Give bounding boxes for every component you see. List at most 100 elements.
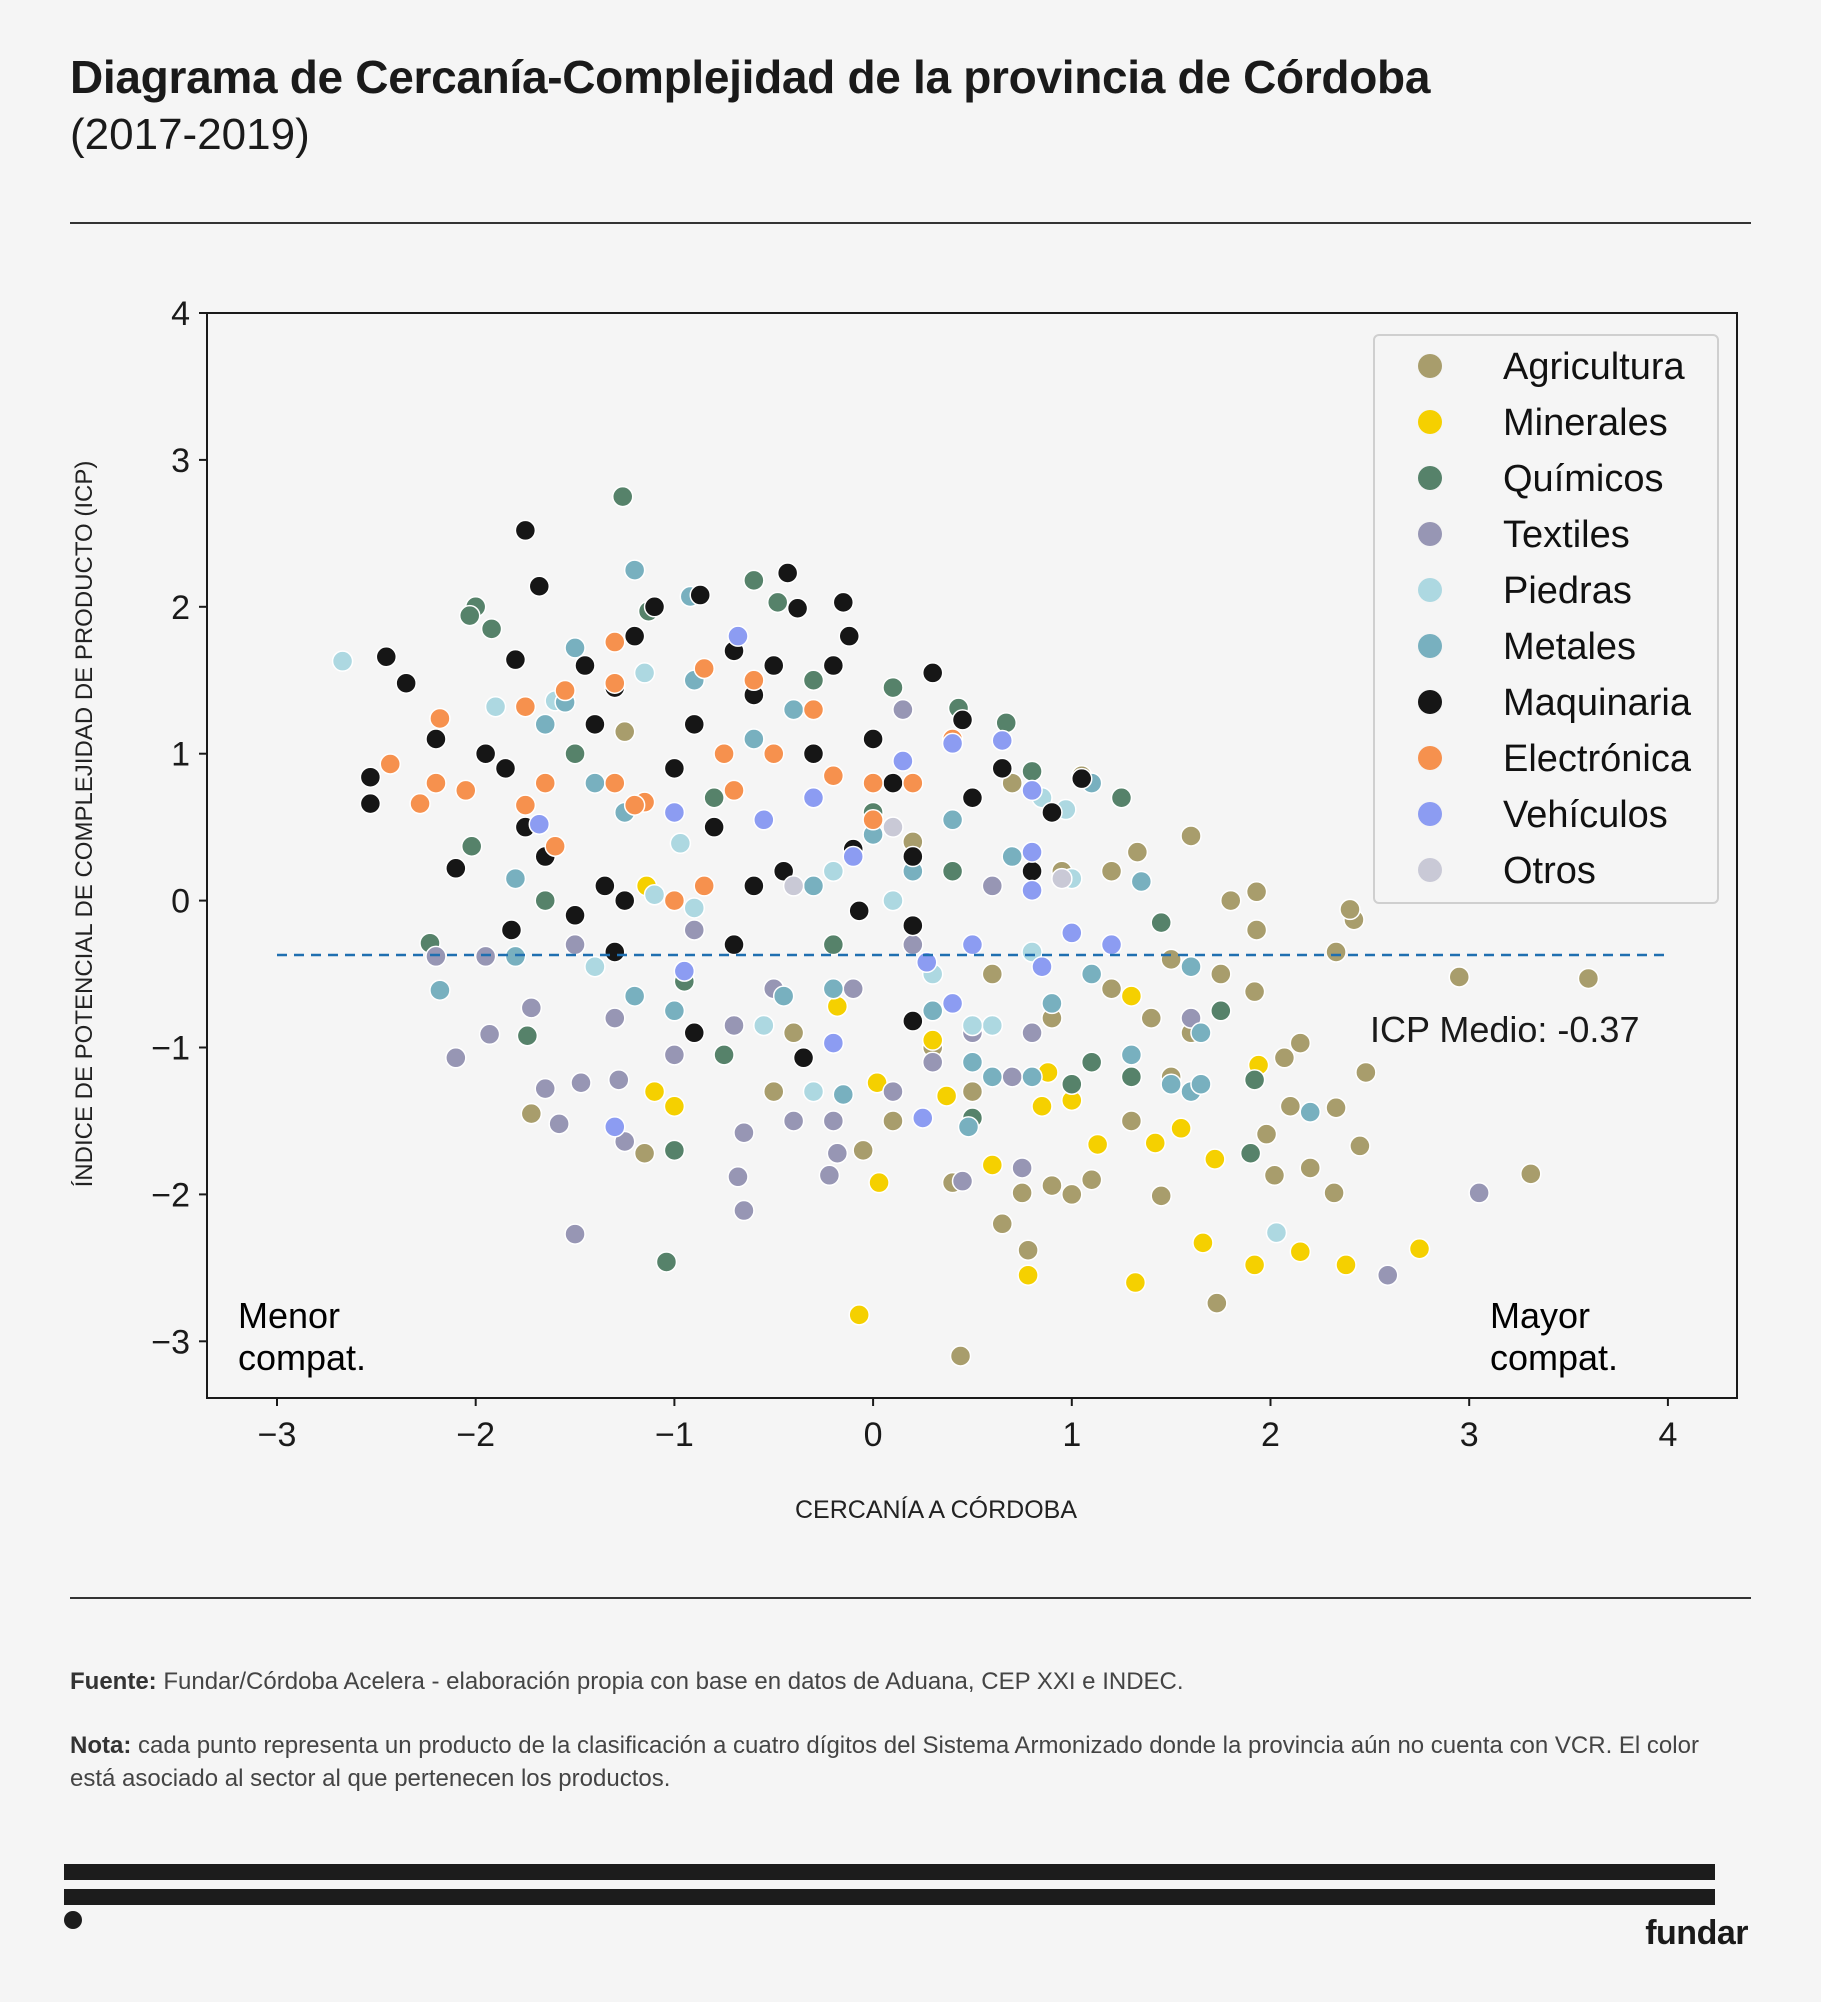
point-textiles xyxy=(564,933,586,956)
point-minerales xyxy=(1017,1264,1039,1286)
point-agricultura xyxy=(961,1080,984,1103)
legend-label: Agricultura xyxy=(1503,346,1685,388)
point-minerales xyxy=(1120,985,1143,1007)
point-químicos xyxy=(655,1251,678,1273)
point-agricultura xyxy=(981,963,1004,985)
point-textiles xyxy=(613,1130,636,1153)
point-electrónica xyxy=(554,679,576,702)
point-piedras xyxy=(981,1014,1004,1037)
point-maquinaria xyxy=(862,728,884,750)
point-textiles xyxy=(663,1044,686,1066)
point-agricultura xyxy=(1150,1185,1172,1207)
point-electrónica xyxy=(534,772,556,794)
point-metales xyxy=(584,772,606,794)
point-electrónica xyxy=(802,698,825,721)
point-vehículos xyxy=(802,787,825,809)
point-minerales xyxy=(663,1095,686,1118)
point-agricultura xyxy=(763,1080,785,1103)
point-químicos xyxy=(564,742,586,765)
point-textiles xyxy=(951,1170,974,1192)
point-maquinaria xyxy=(359,792,382,815)
point-químicos xyxy=(822,933,845,956)
x-tick-label: −3 xyxy=(258,1416,297,1454)
point-electrónica xyxy=(604,672,626,694)
point-metales xyxy=(623,985,646,1007)
point-agricultura xyxy=(1061,1183,1083,1206)
point-piedras xyxy=(961,1014,984,1037)
point-agricultura xyxy=(1126,841,1149,863)
points-layer xyxy=(331,485,1600,1367)
point-vehículos xyxy=(528,813,551,835)
legend-marker-agricultura xyxy=(1418,354,1442,378)
point-metales xyxy=(1160,1073,1182,1095)
point-textiles xyxy=(826,1142,849,1165)
point-agricultura xyxy=(1289,1032,1312,1054)
point-maquinaria xyxy=(882,772,904,794)
annotation-left-line1: Menor xyxy=(238,1295,340,1336)
point-electrónica xyxy=(514,695,537,718)
point-piedras xyxy=(683,897,706,919)
point-metales xyxy=(941,809,964,831)
point-vehículos xyxy=(915,951,938,974)
point-maquinaria xyxy=(528,575,551,597)
point-agricultura xyxy=(1299,1157,1321,1179)
point-metales xyxy=(1080,963,1103,985)
point-agricultura xyxy=(1273,1047,1296,1069)
point-químicos xyxy=(713,1044,735,1066)
point-textiles xyxy=(570,1072,592,1094)
y-tick-label: −1 xyxy=(151,1030,190,1068)
point-maquinaria xyxy=(494,757,517,780)
point-maquinaria xyxy=(689,584,711,606)
point-electrónica xyxy=(902,772,924,794)
point-maquinaria xyxy=(951,709,974,731)
point-agricultura xyxy=(1279,1095,1302,1118)
legend-label: Piedras xyxy=(1503,570,1632,612)
point-agricultura xyxy=(1577,967,1600,990)
point-textiles xyxy=(608,1069,630,1091)
y-tick-label: 3 xyxy=(171,442,190,480)
point-vehículos xyxy=(727,625,749,647)
point-maquinaria xyxy=(504,648,527,671)
point-textiles xyxy=(981,875,1004,897)
point-agricultura xyxy=(1245,919,1268,941)
point-químicos xyxy=(611,485,634,508)
point-metales xyxy=(1190,1022,1212,1044)
point-metales xyxy=(1120,1044,1143,1066)
point-químicos xyxy=(1239,1142,1262,1165)
point-textiles xyxy=(733,1199,755,1222)
point-textiles xyxy=(727,1166,749,1188)
point-maquinaria xyxy=(902,845,924,868)
point-textiles xyxy=(683,919,706,941)
point-electrónica xyxy=(425,772,447,794)
legend-label: Electrónica xyxy=(1503,738,1692,780)
point-maquinaria xyxy=(683,1022,706,1044)
y-tick-label: −2 xyxy=(151,1176,190,1214)
plot-frame xyxy=(206,312,1738,1399)
point-metales xyxy=(981,1066,1004,1088)
point-maquinaria xyxy=(643,596,666,618)
point-textiles xyxy=(892,698,914,721)
point-maquinaria xyxy=(683,713,706,736)
point-agricultura xyxy=(1245,881,1268,903)
point-maquinaria xyxy=(514,519,537,542)
point-vehículos xyxy=(1031,955,1053,978)
point-metales xyxy=(772,985,795,1007)
point-textiles xyxy=(478,1023,501,1046)
point-textiles xyxy=(882,1080,904,1103)
point-agricultura xyxy=(1100,860,1123,882)
point-vehículos xyxy=(1021,779,1043,802)
point-otros xyxy=(782,875,805,897)
point-metales xyxy=(1021,1066,1043,1088)
point-metales xyxy=(1299,1101,1321,1123)
point-otros xyxy=(882,816,904,838)
point-electrónica xyxy=(514,794,537,816)
bottom-divider xyxy=(70,1597,1751,1599)
point-electrónica xyxy=(862,772,884,794)
point-maquinaria xyxy=(832,591,855,614)
point-agricultura xyxy=(1220,889,1242,912)
point-vehículos xyxy=(1061,922,1083,944)
point-químicos xyxy=(1021,760,1043,783)
point-químicos xyxy=(663,1139,686,1162)
point-minerales xyxy=(981,1154,1004,1176)
point-minerales xyxy=(935,1085,958,1107)
